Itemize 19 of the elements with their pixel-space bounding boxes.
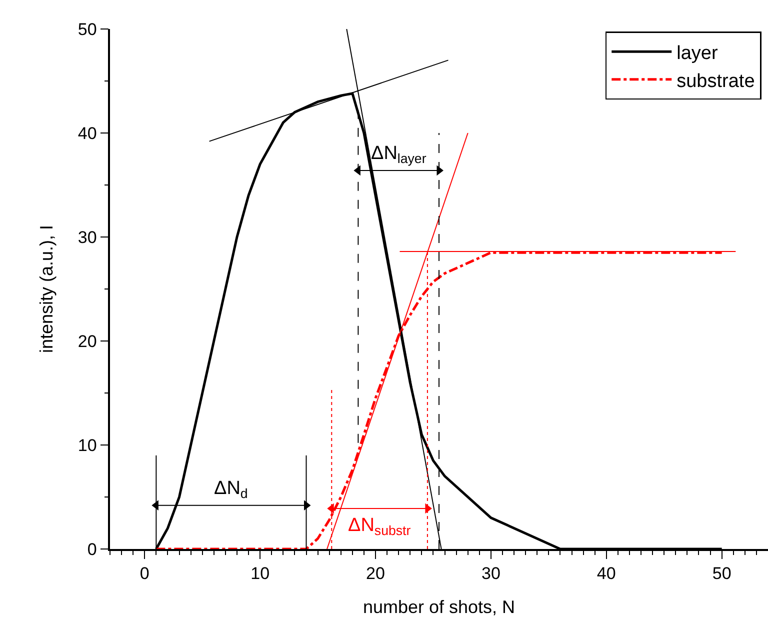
y-tick-label: 0 xyxy=(87,540,97,559)
x-tick-label: 50 xyxy=(712,564,732,584)
x-tick-label: 0 xyxy=(140,564,150,584)
x-tick-label: 20 xyxy=(366,564,385,584)
x-tick-label: 40 xyxy=(596,564,616,584)
y-tick-label: 40 xyxy=(78,124,97,143)
x-tick-label: 10 xyxy=(250,564,270,584)
y-tick-label: 20 xyxy=(78,332,97,351)
annotation: ΔN$_{d}$ xyxy=(214,478,248,501)
x-axis-title: number of shots, N xyxy=(362,596,516,617)
y-axis-title: intensity (a.u.), I xyxy=(36,224,57,354)
x-tick-label: 30 xyxy=(481,564,500,584)
y-tick-label: 50 xyxy=(78,20,97,39)
annotation: ΔN$_{substr}$ xyxy=(348,515,412,538)
annotation: ΔN$_{layer}$ xyxy=(371,143,427,166)
y-tick-label: 10 xyxy=(78,436,97,455)
y-tick-label: 30 xyxy=(78,228,97,247)
legend-label: layer xyxy=(676,43,718,64)
legend-label: substrate xyxy=(676,70,755,92)
